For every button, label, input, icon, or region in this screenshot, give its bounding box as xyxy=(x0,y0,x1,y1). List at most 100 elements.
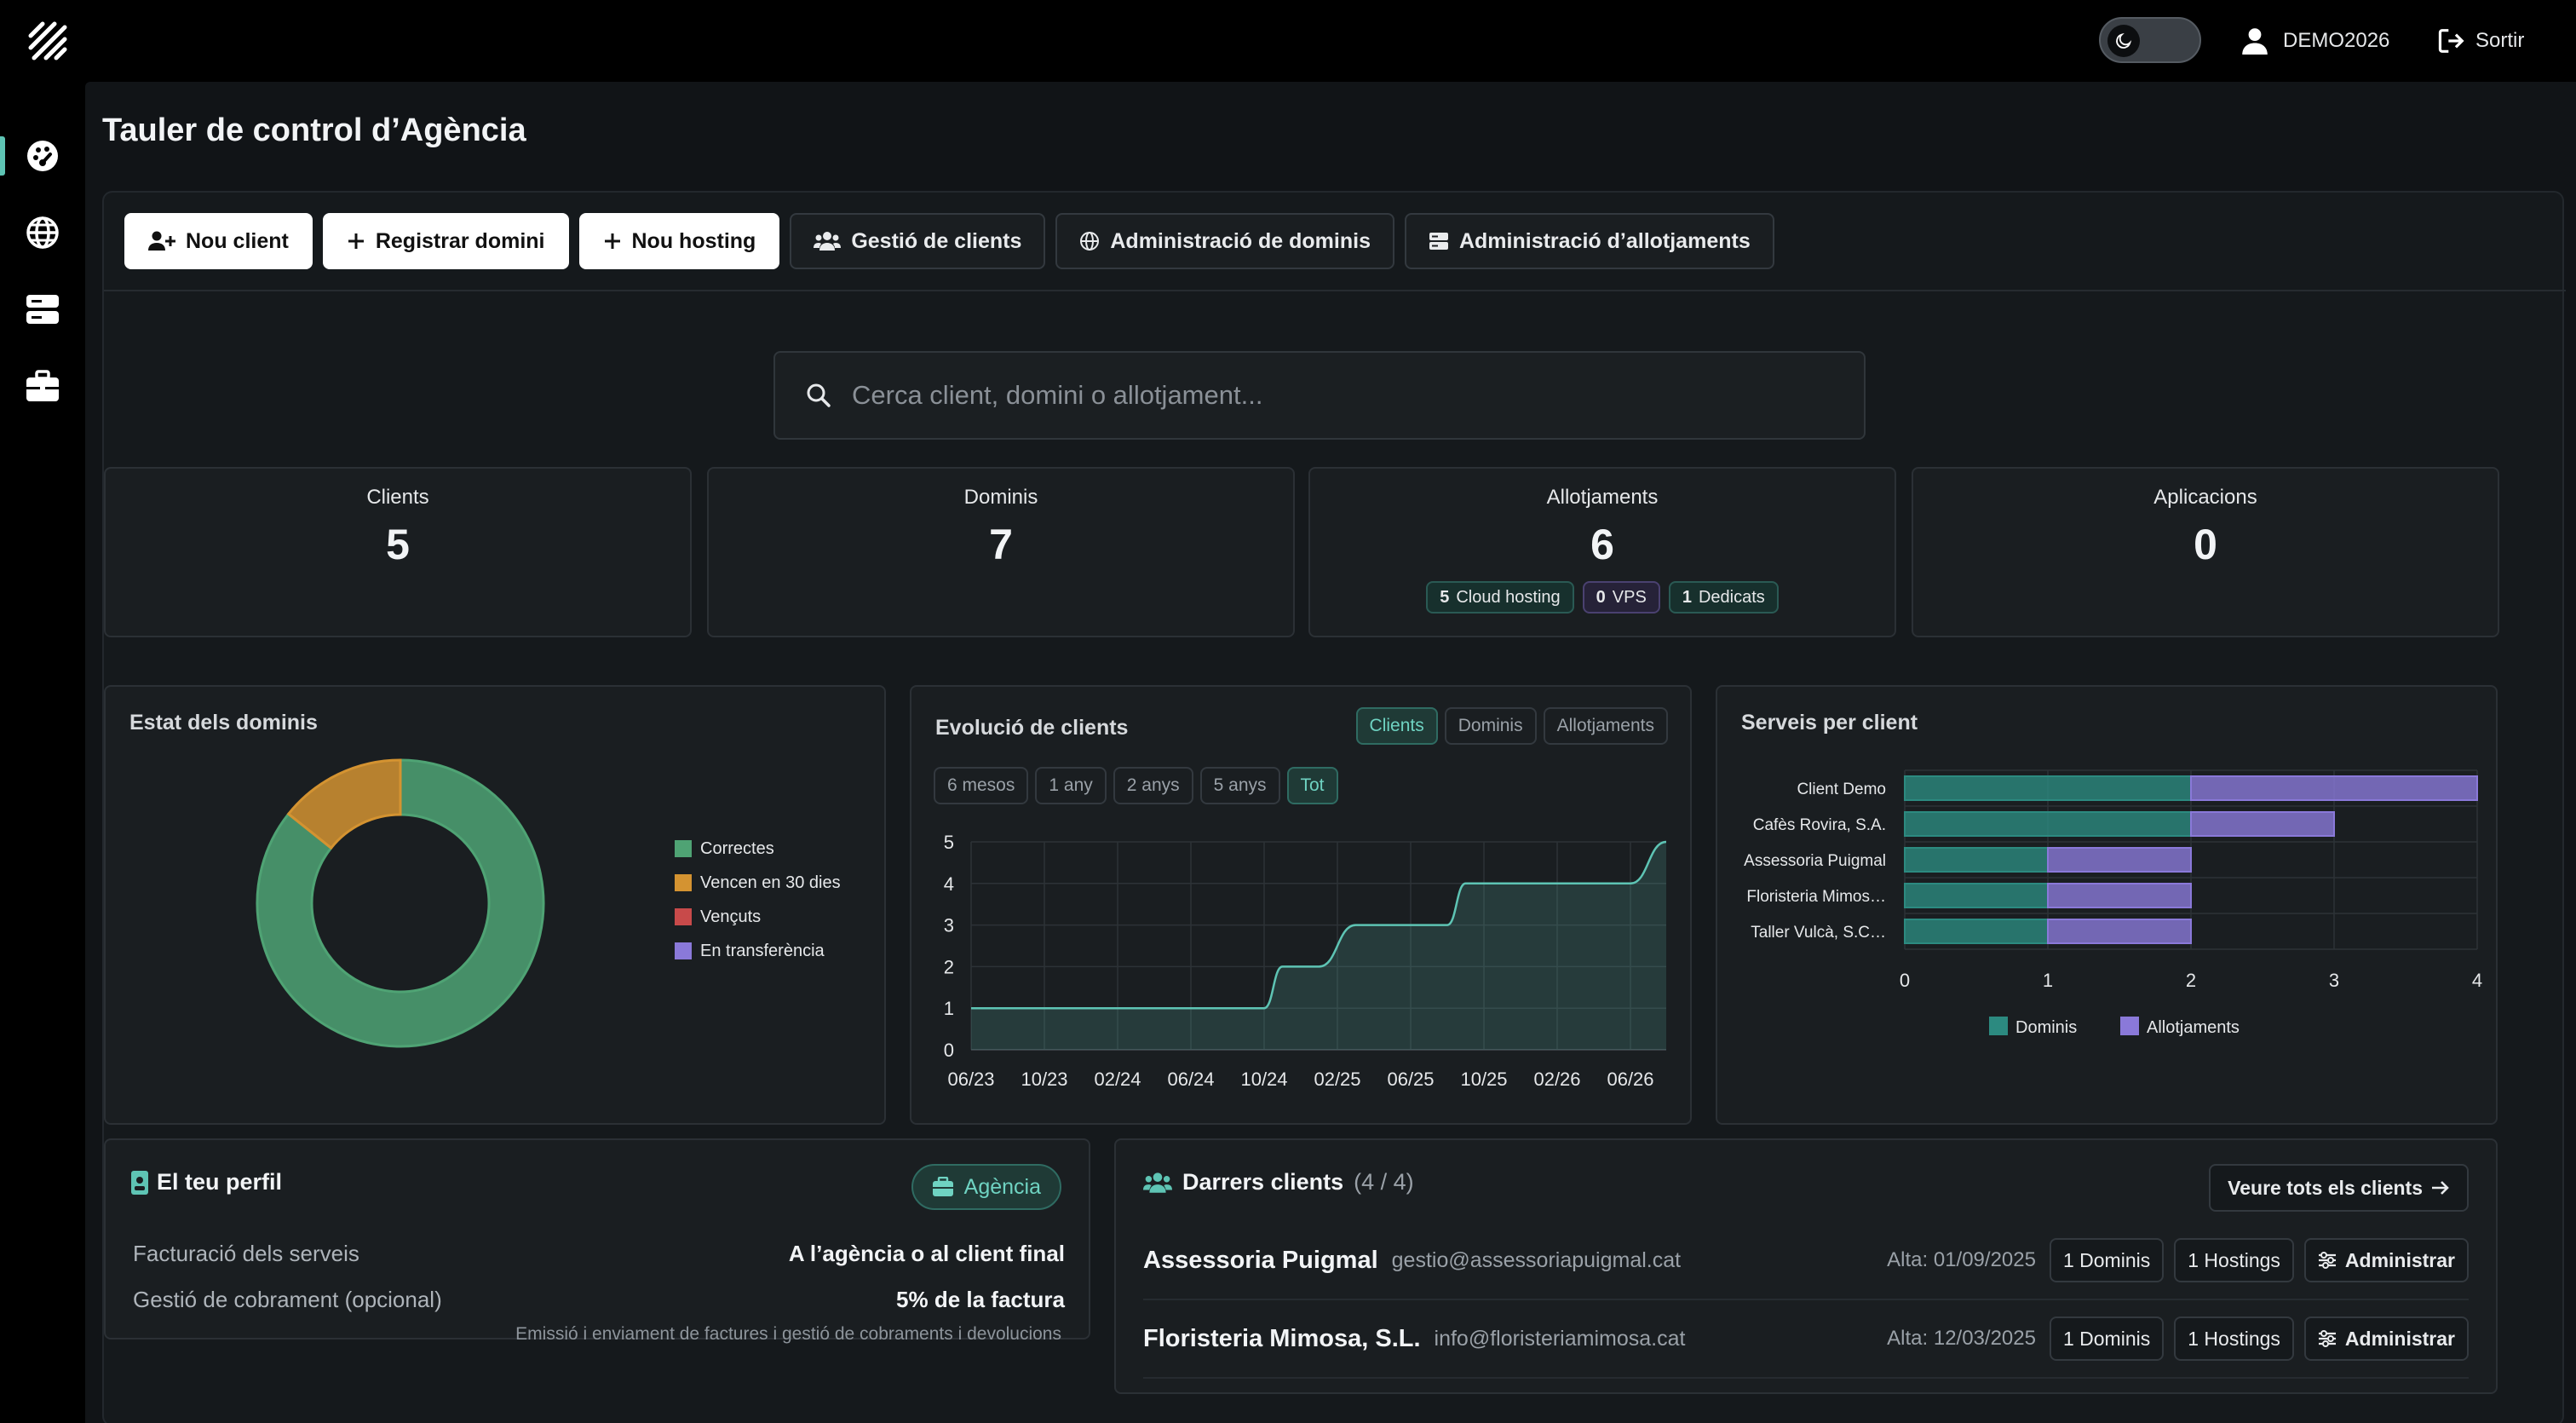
client-email: gestio@assessoriapuigmal.cat xyxy=(1391,1247,1682,1272)
x-tick-label: 2 xyxy=(2186,970,2196,991)
range-tab[interactable]: 1 any xyxy=(1035,767,1107,804)
collection-row: Gestió de cobrament (opcional) 5% de la … xyxy=(133,1287,1065,1313)
search-box xyxy=(773,351,1866,440)
stat-label: Clients xyxy=(366,486,429,509)
client-row[interactable]: Assessoria Puigmal gestio@assessoriapuigm… xyxy=(1143,1222,2469,1300)
client-signup-date: Alta: 01/09/2025 xyxy=(1887,1248,2036,1271)
user-plus-icon xyxy=(148,231,175,251)
legend-entry[interactable]: En transferència xyxy=(675,934,841,968)
stat-card-clients[interactable]: Clients 5 xyxy=(104,467,692,637)
client-name[interactable]: Floristeria Mimosa, S.L. xyxy=(1143,1324,1421,1352)
legend-label[interactable]: Allotjaments xyxy=(2147,1018,2240,1037)
client-row[interactable]: Floristeria Mimosa, S.L. info@floristeria… xyxy=(1143,1300,2469,1379)
series-line[interactable] xyxy=(971,840,1667,1010)
category-label: Taller Vulcà, S.C… xyxy=(1751,924,1886,942)
legend-entry[interactable]: Vençuts xyxy=(675,900,841,934)
view-all-clients-button[interactable]: Veure tots els clients xyxy=(2209,1164,2469,1212)
client-domains-badge[interactable]: 1 Dominis xyxy=(2049,1316,2165,1361)
collection-value: 5% de la factura xyxy=(896,1287,1065,1312)
recent-clients-count: (4 / 4) xyxy=(1354,1169,1414,1195)
manage-client-button[interactable]: Administrar xyxy=(2303,1238,2469,1282)
metric-tab[interactable]: Dominis xyxy=(1444,707,1537,745)
legend-label[interactable]: Dominis xyxy=(2015,1018,2077,1037)
client-hostings-badge[interactable]: 1 Hostings xyxy=(2174,1316,2294,1361)
chip-label: VPS xyxy=(1612,587,1647,607)
range-tab[interactable]: 6 mesos xyxy=(934,767,1029,804)
agency-badge: Agència xyxy=(911,1164,1061,1210)
y-tick-label: 3 xyxy=(944,915,954,936)
new-client-button[interactable]: Nou client xyxy=(124,213,313,269)
range-tabs: 6 mesos 1 any 2 anys 5 anys Tot xyxy=(934,767,1338,804)
metric-tab[interactable]: Allotjaments xyxy=(1543,707,1668,745)
range-tab[interactable]: Tot xyxy=(1286,767,1338,804)
donut-slice[interactable] xyxy=(256,758,545,1048)
bar-segment[interactable] xyxy=(2047,919,2192,944)
manage-client-button[interactable]: Administrar xyxy=(2303,1316,2469,1361)
user-menu[interactable]: DEMO2026 xyxy=(2242,24,2389,58)
bar-segment[interactable] xyxy=(1904,847,2049,873)
stat-card-apps[interactable]: Aplicacions 0 xyxy=(1912,467,2499,637)
chip-vps[interactable]: 0 VPS xyxy=(1582,581,1660,614)
manage-client-label: Administrar xyxy=(2344,1248,2455,1271)
stat-label: Aplicacions xyxy=(2153,486,2257,509)
search-icon xyxy=(807,383,831,407)
stat-value: 7 xyxy=(989,521,1013,568)
legend-swatch xyxy=(2120,1017,2139,1035)
bar-segment[interactable] xyxy=(1904,919,2049,944)
legend-swatch xyxy=(675,840,692,857)
sidebar-item-domains[interactable] xyxy=(0,203,85,262)
page-title: Tauler de control d’Agència xyxy=(102,112,526,148)
register-domain-button[interactable]: Registrar domini xyxy=(322,213,569,269)
moon-icon xyxy=(2107,25,2140,57)
bar-segment[interactable] xyxy=(2047,883,2192,908)
sidebar-item-services[interactable] xyxy=(0,356,85,416)
top-bar: DEMO2026 Sortir xyxy=(0,0,2576,82)
username: DEMO2026 xyxy=(2283,29,2390,52)
sliders-icon xyxy=(2318,1252,2336,1269)
stat-card-domains[interactable]: Dominis 7 xyxy=(707,467,1295,637)
bar-segment[interactable] xyxy=(2190,811,2335,837)
range-tab[interactable]: 5 anys xyxy=(1199,767,1280,804)
bar-segment[interactable] xyxy=(1904,775,2192,801)
client-name[interactable]: Assessoria Puigmal xyxy=(1143,1246,1378,1274)
sidebar-item-dashboard[interactable] xyxy=(0,126,85,186)
donut-slice[interactable] xyxy=(286,758,402,850)
legend-swatch xyxy=(1989,1017,2008,1035)
main-content: Tauler de control d’Agència Nou client R… xyxy=(85,82,2576,1423)
metric-tab[interactable]: Clients xyxy=(1355,707,1438,745)
chip-dedicated[interactable]: 1 Dedicats xyxy=(1668,581,1779,614)
hosting-admin-button[interactable]: Administració d’allotjaments xyxy=(1404,213,1774,269)
stat-label: Dominis xyxy=(963,486,1038,509)
new-hosting-button[interactable]: Nou hosting xyxy=(578,213,780,269)
brand-logo-icon[interactable] xyxy=(26,19,70,63)
stat-card-hostings[interactable]: Allotjaments 6 5 Cloud hosting 0 VPS 1 D… xyxy=(1308,467,1896,637)
bar-segment[interactable] xyxy=(2190,775,2478,801)
chip-cloud-hosting[interactable]: 5 Cloud hosting xyxy=(1426,581,1574,614)
client-hostings-badge[interactable]: 1 Hostings xyxy=(2174,1238,2294,1282)
client-management-button[interactable]: Gestió de clients xyxy=(790,213,1046,269)
briefcase-icon xyxy=(26,370,59,401)
legend-entry[interactable]: Correctes xyxy=(675,832,841,866)
bar-segment[interactable] xyxy=(1904,883,2049,908)
donut-legend: Correctes Vencen en 30 dies Vençuts En tran… xyxy=(675,832,841,968)
sidebar-item-hosting[interactable] xyxy=(0,279,85,339)
x-tick-label: 4 xyxy=(2472,970,2482,991)
bar-segment[interactable] xyxy=(2047,847,2192,873)
card-title: Estat dels dominis xyxy=(129,711,318,735)
billing-value: A l’agència o al client final xyxy=(788,1241,1065,1266)
legend-entry[interactable]: Vencen en 30 dies xyxy=(675,866,841,900)
bar-segment[interactable] xyxy=(1904,811,2192,837)
client-domains-badge[interactable]: 1 Dominis xyxy=(2049,1238,2165,1282)
domain-admin-button[interactable]: Administració de dominis xyxy=(1055,213,1394,269)
client-evolution-chart: 0 1 2 3 4 5 06/23 10/23 02/24 06/24 10/24 02/25 06/2… xyxy=(944,832,1667,1090)
stat-value: 5 xyxy=(386,521,410,568)
collection-note: Emissió i enviament de factures i gestió… xyxy=(515,1324,1061,1344)
logout-button[interactable]: Sortir xyxy=(2438,24,2524,58)
range-tab[interactable]: 2 anys xyxy=(1113,767,1193,804)
y-tick-label: 4 xyxy=(944,873,954,895)
y-tick-label: 0 xyxy=(944,1040,954,1061)
collection-label: Gestió de cobrament (opcional) xyxy=(133,1287,442,1312)
theme-toggle[interactable] xyxy=(2099,17,2201,63)
services-per-client-card: Serveis per client 0 1 2 3 4 Client Demo Cafès… xyxy=(1716,685,2498,1125)
search-input[interactable] xyxy=(852,370,1857,421)
